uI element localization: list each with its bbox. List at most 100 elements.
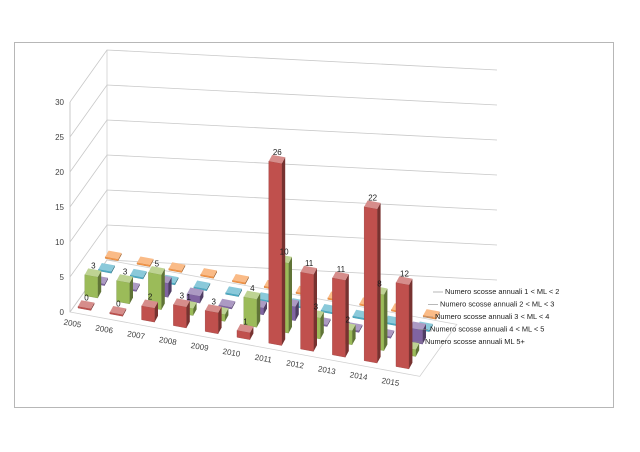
bar-top: [137, 256, 154, 266]
gridline: [69, 119, 498, 173]
y-tick-label: 0: [60, 308, 65, 317]
x-tick-label: 2014: [349, 370, 369, 382]
legend-item: Numero scosse annuali ML 5+: [413, 337, 525, 346]
bar-side: [429, 323, 433, 332]
bar-top: [109, 306, 127, 315]
legend-label: Numero scosse annuali 4 < ML < 5: [430, 325, 544, 334]
bar-front: [243, 296, 258, 328]
bar-side: [295, 300, 299, 321]
bar-top: [218, 298, 236, 308]
data-label: 3: [314, 303, 319, 312]
bar: [268, 154, 286, 346]
bar-top: [200, 268, 217, 277]
bar-front: [332, 277, 346, 358]
bar: [84, 268, 102, 299]
bar: [204, 304, 222, 335]
bar: [409, 321, 426, 345]
bar-front: [186, 293, 201, 304]
bar-front: [141, 305, 155, 323]
data-label: 5: [155, 259, 160, 268]
bar: [116, 274, 133, 305]
bar-front: [98, 268, 112, 274]
bar-front: [193, 286, 208, 291]
x-axis-tick-labels: 2005 2006 2007 2008 2009 2010 2011 2012 2013 2014…: [63, 318, 401, 389]
bar-front: [232, 279, 246, 285]
bar: [77, 300, 95, 311]
bar-top: [364, 200, 381, 210]
bar-top: [84, 268, 102, 277]
bar-front: [116, 280, 130, 305]
bar-side: [136, 283, 140, 292]
x-tick-label: 2006: [95, 323, 115, 335]
bar: [193, 280, 211, 291]
data-label: 3: [91, 262, 96, 271]
legend-label: Numero scosse annuali ML 5+: [425, 337, 525, 346]
bar-side: [186, 300, 190, 328]
bar-side: [193, 302, 197, 316]
bar-front: [225, 292, 239, 297]
y-tick-label: 10: [55, 238, 64, 247]
bar-top: [98, 263, 115, 272]
bar-side: [263, 301, 267, 315]
data-label: 22: [368, 194, 377, 203]
bar-side: [352, 324, 356, 345]
bar-side: [200, 289, 204, 304]
data-label: 26: [273, 148, 282, 157]
bar-side: [390, 330, 395, 339]
bar-side: [422, 323, 426, 345]
bar-side: [161, 268, 165, 310]
bar-top: [78, 300, 95, 309]
bar: [364, 200, 381, 364]
data-label: 3: [211, 297, 216, 306]
gridline: [69, 49, 498, 103]
bar-top: [130, 268, 147, 278]
bar-side: [143, 271, 147, 280]
legend-label: Numero scosse annuali 3 < ML < 4: [435, 312, 549, 321]
bar-top: [268, 154, 286, 164]
bar-front: [395, 282, 410, 370]
bar-front: [104, 256, 119, 262]
bar-top: [148, 266, 165, 275]
bar: [104, 250, 122, 262]
bar-top: [396, 276, 413, 285]
bar-top: [225, 286, 242, 295]
bar-top: [243, 290, 261, 300]
bar: [148, 266, 165, 310]
y-tick-label: 30: [55, 98, 64, 107]
bar: [200, 268, 217, 279]
bar-side: [320, 311, 324, 339]
legend-label: Numero scosse annuali 1 < ML < 2: [445, 287, 559, 296]
bar: [173, 298, 190, 329]
x-tick-label: 2011: [254, 353, 273, 365]
bar-top: [116, 274, 133, 283]
bar-side: [345, 273, 349, 358]
data-label: 10: [280, 248, 289, 257]
x-tick-label: 2008: [158, 335, 178, 347]
bar-side: [218, 306, 222, 334]
bar-front: [364, 206, 378, 364]
legend-item: Numero scosse annuali 4 < ML < 5: [418, 325, 544, 334]
bar: [395, 276, 413, 370]
data-label: 4: [250, 284, 255, 293]
y-axis-tick-labels: 0 5 10 15 20 25 30: [55, 98, 64, 317]
bar-top: [168, 262, 186, 271]
bar-front: [173, 304, 187, 329]
bar-top: [300, 265, 317, 275]
gridline: [69, 154, 498, 208]
bar-front: [148, 272, 162, 310]
bar-side: [104, 277, 108, 286]
bar-side: [384, 288, 388, 351]
bar-side: [97, 270, 102, 298]
x-tick-label: 2005: [63, 318, 83, 330]
bar-side: [238, 288, 242, 297]
bar: [218, 298, 236, 310]
data-label: 3: [180, 292, 185, 301]
bar-side: [118, 252, 122, 261]
bar-front: [84, 274, 99, 299]
bar-top: [409, 321, 426, 331]
legend-item: Numero scosse annuali 3 < ML < 4: [423, 312, 549, 321]
bar-front: [136, 262, 151, 267]
gridlines: [69, 49, 498, 313]
